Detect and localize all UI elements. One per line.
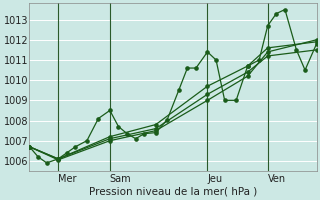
X-axis label: Pression niveau de la mer( hPa ): Pression niveau de la mer( hPa ) (89, 187, 257, 197)
